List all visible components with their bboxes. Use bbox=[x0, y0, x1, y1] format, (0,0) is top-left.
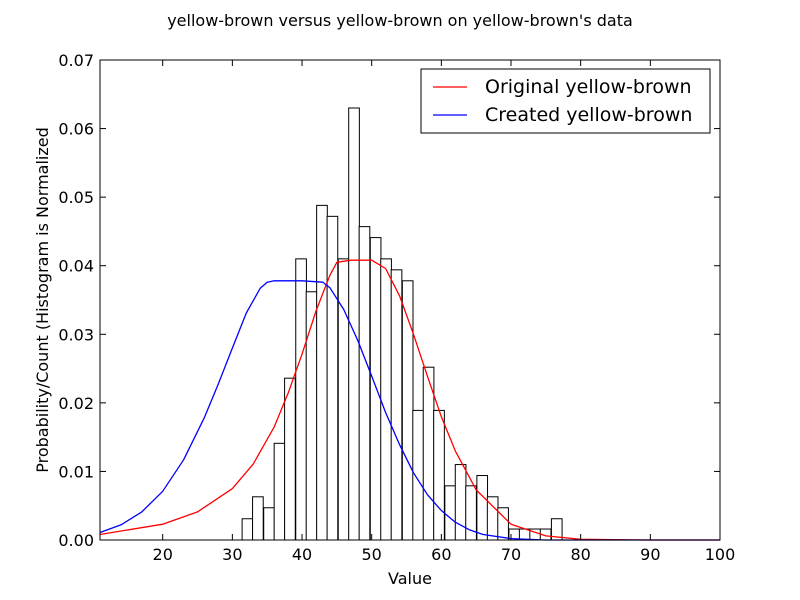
histogram-bar bbox=[390, 269, 403, 541]
legend-label-created: Created yellow-brown bbox=[485, 104, 692, 126]
histogram-bar bbox=[454, 464, 467, 541]
x-axis-label: Value bbox=[388, 569, 432, 588]
plot-frame bbox=[99, 59, 721, 541]
x-tick-label: 30 bbox=[222, 545, 242, 564]
y-tick-label: 0.06 bbox=[58, 120, 94, 139]
histogram-bar bbox=[295, 258, 307, 541]
x-tick-label: 80 bbox=[570, 545, 590, 564]
histogram-bar bbox=[369, 237, 382, 541]
series-line-original bbox=[99, 259, 720, 541]
x-tick-label: 40 bbox=[292, 545, 312, 564]
x-tick-label: 100 bbox=[705, 545, 736, 564]
series-line-created bbox=[99, 280, 720, 541]
histogram-bar bbox=[305, 291, 318, 541]
y-tick-label: 0.00 bbox=[58, 531, 94, 550]
histogram-bar bbox=[433, 409, 445, 541]
histogram-bar bbox=[444, 485, 456, 541]
histogram-bars bbox=[241, 107, 563, 541]
histogram-bar bbox=[476, 475, 489, 541]
x-tick-label: 70 bbox=[501, 545, 521, 564]
legend-box bbox=[420, 68, 711, 134]
chart-title: yellow-brown versus yellow-brown on yell… bbox=[167, 11, 633, 30]
y-tick-label: 0.07 bbox=[58, 51, 94, 70]
histogram-bar bbox=[273, 442, 286, 541]
histogram-bar bbox=[316, 204, 328, 541]
x-axis-ticks: 20 30 40 50 60 70 80 90 100 bbox=[153, 60, 736, 564]
legend-label-original: Original yellow-brown bbox=[485, 76, 692, 98]
y-axis-label: Probability/Count (Histogram is Normaliz… bbox=[33, 127, 52, 473]
histogram-bar bbox=[263, 507, 275, 541]
y-axis-ticks: 0.00 0.01 0.02 0.03 0.04 0.05 0.06 0.07 bbox=[58, 51, 720, 550]
x-tick-label: 50 bbox=[362, 545, 382, 564]
histogram-bar bbox=[422, 366, 435, 541]
y-tick-label: 0.02 bbox=[58, 394, 94, 413]
x-tick-label: 60 bbox=[431, 545, 451, 564]
x-tick-label: 90 bbox=[640, 545, 660, 564]
histogram-bar bbox=[380, 258, 392, 541]
histogram-bar bbox=[358, 226, 371, 541]
histogram-bar bbox=[284, 377, 296, 541]
y-tick-label: 0.03 bbox=[58, 325, 94, 344]
y-tick-label: 0.01 bbox=[58, 462, 94, 481]
y-tick-label: 0.04 bbox=[58, 257, 94, 276]
legend: Original yellow-brown Created yellow-bro… bbox=[420, 68, 711, 134]
series-lines bbox=[99, 259, 720, 541]
y-tick-label: 0.05 bbox=[58, 188, 94, 207]
histogram-bar bbox=[337, 258, 350, 541]
histogram-bar bbox=[252, 496, 264, 541]
histogram-bar bbox=[241, 518, 254, 541]
x-tick-label: 20 bbox=[153, 545, 173, 564]
